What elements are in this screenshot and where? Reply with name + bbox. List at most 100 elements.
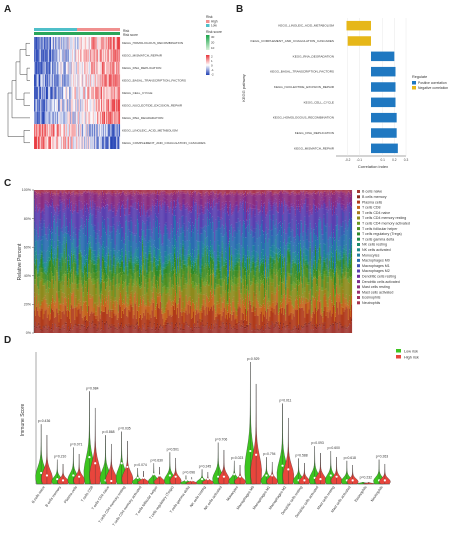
stacked-segment: [137, 210, 138, 215]
stacked-segment: [207, 314, 208, 322]
stacked-segment: [151, 194, 152, 195]
stacked-segment: [74, 258, 75, 260]
stacked-segment: [218, 217, 219, 221]
stacked-segment: [90, 191, 91, 192]
stacked-segment: [158, 250, 159, 255]
stacked-segment: [157, 190, 158, 191]
stacked-segment: [53, 207, 54, 208]
stacked-segment: [56, 272, 57, 291]
stacked-segment: [56, 270, 57, 272]
heatmap-cell: [47, 87, 48, 99]
heatmap-cell: [101, 49, 102, 61]
stacked-segment: [108, 277, 109, 279]
stacked-segment: [109, 267, 110, 271]
heatmap-cell: [111, 99, 112, 111]
stacked-segment: [68, 268, 69, 273]
stacked-segment: [125, 204, 126, 207]
stacked-segment: [214, 294, 215, 295]
heatmap-cell: [69, 37, 70, 49]
heatmap-cell: [118, 49, 119, 61]
stacked-segment: [52, 230, 53, 233]
heatmap-cell: [52, 137, 53, 149]
stacked-segment: [153, 220, 154, 227]
stacked-segment: [94, 203, 95, 204]
stacked-segment: [165, 261, 166, 266]
stacked-segment: [200, 292, 201, 294]
stacked-segment: [221, 210, 222, 218]
stacked-segment: [192, 230, 193, 250]
stacked-segment: [130, 252, 131, 256]
stacked-segment: [145, 304, 146, 306]
stacked-segment: [214, 241, 215, 251]
stacked-segment: [168, 207, 169, 231]
stacked-segment: [122, 256, 123, 261]
stacked-segment: [37, 190, 38, 193]
stacked-segment: [161, 309, 162, 310]
heatmap-cell: [91, 49, 92, 61]
stacked-segment: [193, 194, 194, 197]
stacked-segment: [181, 324, 182, 326]
stacked-segment: [119, 193, 120, 199]
stacked-segment: [126, 306, 127, 315]
stacked-segment: [74, 308, 75, 320]
heatmap-cell: [60, 137, 61, 149]
stacked-segment: [87, 208, 88, 209]
stacked-segment: [110, 195, 111, 204]
stacked-segment: [42, 261, 43, 264]
heatmap-cell: [61, 137, 62, 149]
stacked-segment: [124, 274, 125, 282]
heatmap-cell: [68, 37, 69, 49]
stacked-segment: [117, 274, 118, 279]
stacked-segment: [44, 191, 45, 192]
stacked-segment: [163, 286, 164, 292]
heatmap-cell: [105, 37, 106, 49]
stacked-segment: [56, 291, 57, 293]
stacked-segment: [121, 228, 122, 241]
stacked-segment: [150, 302, 151, 306]
stacked-segment: [187, 283, 188, 284]
stacked-segment: [111, 195, 112, 201]
stacked-segment: [90, 243, 91, 248]
stacked-segment: [207, 246, 208, 249]
stacked-segment: [164, 194, 165, 199]
stacked-segment: [135, 303, 136, 327]
stacked-segment: [144, 252, 145, 257]
heatmap-cell: [53, 49, 54, 61]
stacked-segment: [159, 249, 160, 255]
stacked-segment: [84, 270, 85, 275]
stacked-segment: [152, 190, 153, 192]
stacked-segment: [150, 192, 151, 194]
stacked-segment: [123, 274, 124, 281]
stacked-segment: [181, 269, 182, 277]
heatmap-cell: [100, 112, 101, 124]
stacked-segment: [69, 261, 70, 264]
stacked-segment: [179, 298, 180, 323]
stacked-segment: [59, 191, 60, 192]
stacked-segment: [128, 192, 129, 193]
stacked-segment: [55, 302, 56, 317]
stacked-segment: [72, 263, 73, 272]
stacked-segment: [77, 213, 78, 246]
stacked-segment: [88, 191, 89, 192]
heatmap-cell: [40, 74, 41, 86]
stacked-segment: [125, 282, 126, 292]
stacked-segment: [145, 259, 146, 268]
stacked-segment: [52, 193, 53, 195]
stacked-segment: [64, 274, 65, 282]
stacked-segment: [41, 308, 42, 329]
stacked-segment: [140, 217, 141, 239]
stacked-segment: [220, 285, 221, 286]
stacked-segment: [146, 196, 147, 210]
stacked-segment: [160, 193, 161, 195]
heatmap-cell: [80, 137, 81, 149]
stacked-segment: [213, 289, 214, 291]
stacked-segment: [167, 190, 168, 193]
stacked-segment: [216, 203, 217, 228]
stacked-segment: [161, 191, 162, 192]
stacked-segment: [47, 250, 48, 260]
stacked-segment: [200, 326, 201, 333]
stacked-segment: [92, 262, 93, 268]
stacked-segment: [88, 220, 89, 222]
stacked-segment: [157, 325, 158, 333]
stacked-segment: [165, 325, 166, 327]
